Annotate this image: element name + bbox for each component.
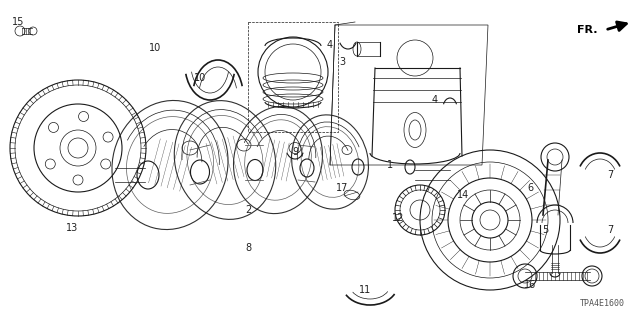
Text: 6: 6 [527, 183, 533, 193]
Text: 10: 10 [149, 43, 161, 53]
Text: 8: 8 [245, 243, 251, 253]
Text: TPA4E1600: TPA4E1600 [580, 299, 625, 308]
Text: 3: 3 [339, 57, 345, 67]
Text: 5: 5 [542, 225, 548, 235]
Text: 13: 13 [66, 223, 78, 233]
Text: 9: 9 [292, 147, 298, 157]
Text: 15: 15 [12, 17, 24, 27]
Text: FR.: FR. [577, 25, 598, 35]
Text: 17: 17 [336, 183, 348, 193]
Text: 11: 11 [359, 285, 371, 295]
Text: 4: 4 [327, 40, 333, 50]
Text: 16: 16 [524, 280, 536, 290]
Text: 7: 7 [607, 170, 613, 180]
Text: 10: 10 [194, 73, 206, 83]
Text: 2: 2 [245, 205, 251, 215]
Text: 7: 7 [607, 225, 613, 235]
Text: 12: 12 [392, 213, 404, 223]
Text: 14: 14 [457, 190, 469, 200]
Text: 1: 1 [387, 160, 393, 170]
Text: 4: 4 [432, 95, 438, 105]
